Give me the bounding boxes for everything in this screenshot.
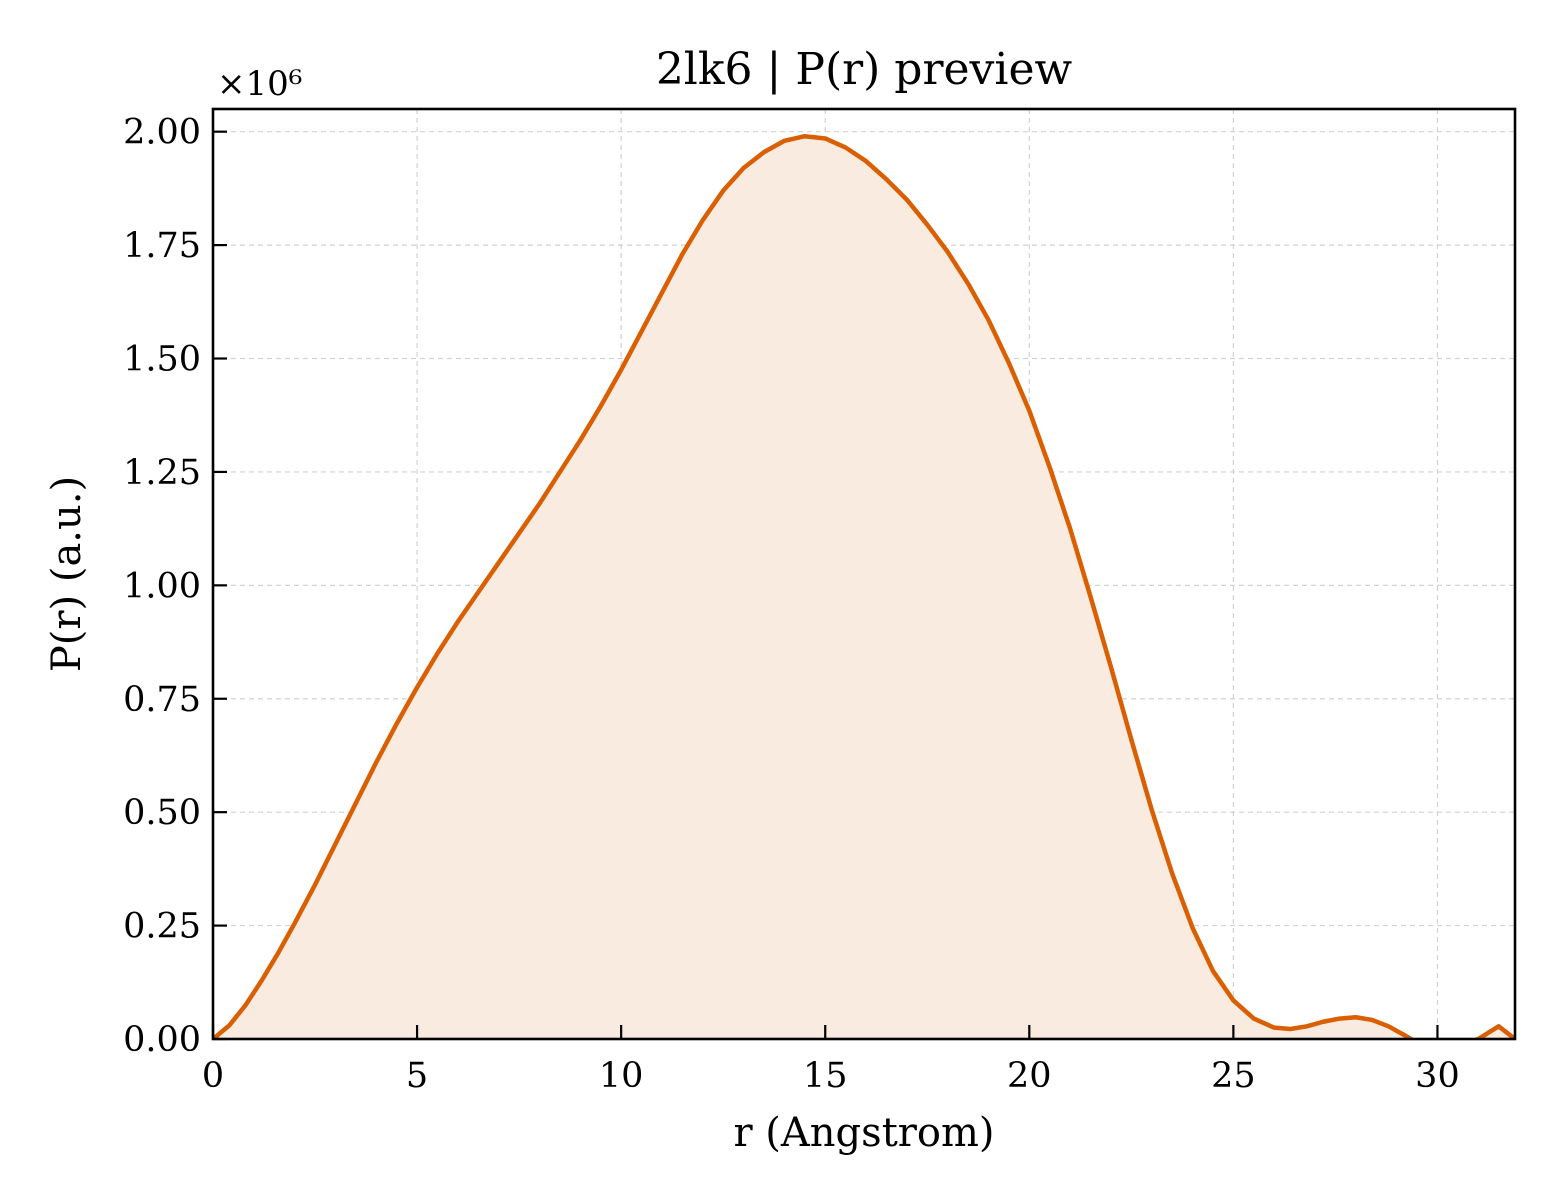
y-tick-label: 0.75 [123, 680, 201, 720]
x-tick-label: 25 [1211, 1056, 1256, 1096]
plot-frame [211, 107, 1517, 1041]
chart-title: 2lk6 | P(r) preview [656, 44, 1073, 95]
y-tick-label: 1.00 [123, 566, 201, 606]
y-tick-label: 0.00 [123, 1020, 201, 1060]
y-tick-label: 1.75 [123, 226, 201, 266]
x-tick-label: 5 [406, 1056, 428, 1096]
x-tick-label: 10 [599, 1056, 644, 1096]
pr-area-fill [213, 136, 1515, 1039]
y-axis-label: P(r) (a.u.) [44, 476, 90, 672]
y-tick-labels: 0.00 0.25 0.50 0.75 1.00 1.25 1.50 1.75 2.00 [123, 113, 201, 1060]
x-axis-label: r (Angstrom) [733, 1110, 994, 1156]
x-tick-label: 20 [1007, 1056, 1052, 1096]
x-tick-labels: 0 5 10 15 20 25 30 [202, 1056, 1460, 1096]
x-tick-label: 15 [803, 1056, 848, 1096]
y-tick-label: 0.25 [123, 907, 201, 947]
y-tick-label: 0.50 [123, 793, 201, 833]
pr-curve-line [213, 133, 1515, 1039]
y-offset-label: ×10⁶ [217, 64, 302, 104]
y-tick-label: 1.25 [123, 453, 201, 493]
y-tick-label: 2.00 [123, 113, 201, 153]
x-tick-label: 0 [202, 1056, 224, 1096]
y-tick-label: 1.50 [123, 340, 201, 380]
axis-ticks [211, 130, 1439, 1041]
x-tick-label: 30 [1415, 1056, 1460, 1096]
